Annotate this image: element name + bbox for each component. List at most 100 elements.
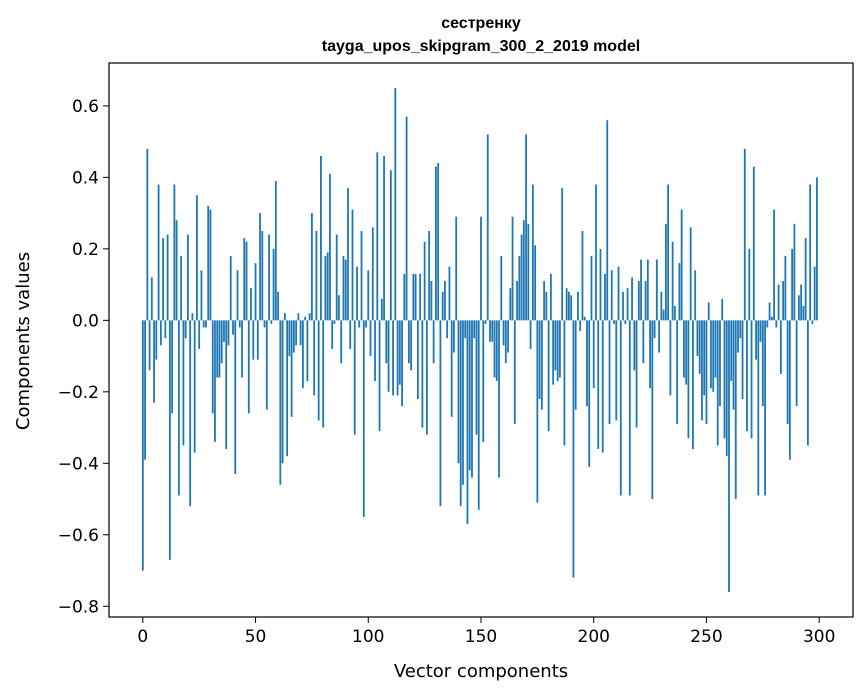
bar-0 [141, 320, 144, 571]
bar-156 [493, 320, 496, 378]
bar-122 [416, 320, 419, 399]
bar-231 [662, 309, 665, 321]
bar-64 [286, 320, 289, 457]
bar-102 [371, 227, 374, 321]
bar-19 [184, 320, 187, 339]
bar-34 [218, 320, 221, 378]
bar-142 [462, 320, 464, 485]
bar-85 [333, 320, 336, 324]
y-tick-label: −0.8 [58, 597, 99, 617]
bar-263 [734, 320, 737, 500]
bar-223 [644, 281, 647, 321]
bar-288 [791, 248, 794, 321]
bar-191 [572, 320, 575, 578]
bar-16 [177, 320, 180, 496]
bar-83 [329, 173, 331, 321]
bar-49 [252, 320, 255, 360]
bar-110 [389, 170, 392, 321]
bar-124 [421, 320, 424, 428]
bar-178 [543, 281, 546, 321]
bar-181 [549, 273, 552, 321]
bar-157 [495, 320, 498, 382]
bar-299 [816, 177, 818, 321]
bar-217 [631, 277, 633, 321]
bar-42 [236, 270, 239, 321]
x-tick-label: 300 [803, 627, 835, 647]
bar-295 [807, 320, 809, 446]
bar-265 [739, 320, 742, 339]
bar-172 [529, 320, 532, 349]
bar-130 [435, 166, 437, 321]
bar-212 [619, 320, 622, 496]
bar-113 [396, 320, 399, 396]
bar-67 [292, 320, 295, 353]
bar-285 [784, 256, 787, 321]
bar-275 [761, 320, 764, 407]
bar-111 [392, 320, 394, 396]
bar-76 [313, 320, 316, 396]
y-tick-label: −0.2 [58, 383, 99, 403]
bar-72 [304, 316, 307, 321]
bar-55 [265, 320, 268, 410]
bar-209 [613, 320, 615, 324]
bar-256 [719, 320, 721, 407]
bar-151 [482, 320, 485, 442]
bar-175 [536, 320, 539, 503]
y-axis-label: Components values [13, 252, 34, 430]
bar-98 [362, 320, 365, 517]
bar-272 [755, 320, 757, 360]
bar-278 [768, 302, 771, 321]
bar-70 [299, 320, 302, 346]
bar-167 [518, 256, 521, 321]
bar-248 [701, 320, 703, 421]
bar-283 [779, 320, 782, 374]
chart-subtitle: tayga_upos_skipgram_300_2_2019 model [322, 38, 640, 55]
bar-173 [531, 184, 534, 321]
bar-274 [759, 320, 762, 342]
bar-25 [198, 320, 201, 349]
bar-39 [229, 256, 232, 321]
bar-249 [703, 320, 706, 396]
bar-246 [696, 320, 699, 357]
bar-269 [748, 248, 751, 321]
bar-277 [766, 320, 769, 328]
bar-109 [387, 320, 390, 392]
bar-219 [635, 320, 638, 428]
bar-224 [646, 259, 649, 321]
bar-136 [448, 266, 451, 321]
bar-292 [800, 284, 803, 321]
bar-100 [367, 270, 370, 321]
bar-262 [732, 320, 735, 410]
bar-165 [513, 320, 516, 424]
x-axis-label: Vector components [394, 661, 568, 682]
bar-114 [398, 320, 401, 385]
bar-150 [480, 216, 482, 321]
bar-78 [317, 320, 320, 421]
bar-101 [369, 320, 372, 357]
bar-280 [773, 209, 775, 321]
bar-190 [570, 295, 573, 321]
bar-4 [150, 277, 153, 321]
bar-94 [353, 320, 356, 435]
bar-202 [597, 320, 600, 450]
bar-261 [730, 320, 733, 382]
bar-211 [617, 266, 620, 321]
bar-128 [430, 281, 433, 321]
bar-12 [168, 320, 171, 560]
y-tick-label: −0.6 [58, 526, 99, 546]
bar-115 [401, 320, 403, 407]
bar-30 [209, 209, 212, 321]
bar-31 [211, 320, 214, 414]
bar-290 [795, 320, 798, 407]
bar-97 [360, 230, 363, 321]
bar-133 [441, 291, 444, 321]
bar-254 [714, 320, 717, 378]
bar-88 [340, 320, 343, 364]
bar-188 [565, 288, 568, 321]
bar-84 [331, 320, 334, 349]
bar-32 [214, 320, 216, 442]
bar-81 [324, 256, 327, 321]
bar-227 [653, 320, 656, 339]
bar-52 [259, 213, 261, 321]
bar-99 [365, 320, 367, 328]
